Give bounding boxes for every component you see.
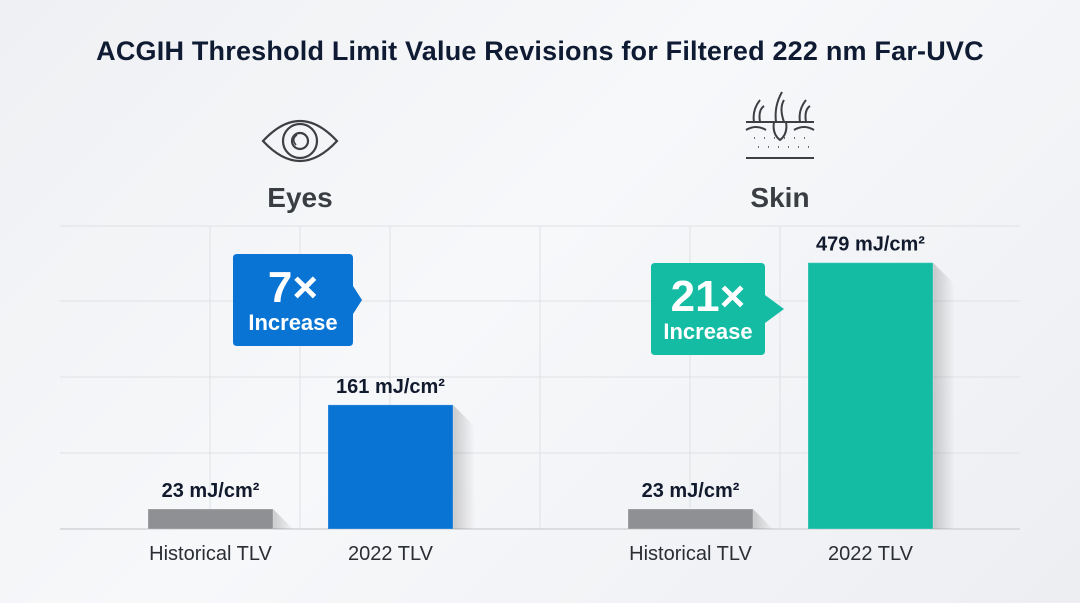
bar-shadow — [933, 262, 955, 529]
bar-shadow — [753, 509, 775, 531]
category-label: 2022 TLV — [828, 543, 914, 565]
increase-badge — [233, 254, 362, 346]
bar-skin-historical — [627, 508, 754, 530]
badge-multiplier: 21× — [671, 272, 746, 321]
bar-shadow — [453, 404, 475, 529]
bar-shadow — [273, 509, 295, 531]
increase-badge — [651, 263, 784, 355]
data-label: 23 mJ/cm² — [162, 480, 260, 502]
data-label: 23 mJ/cm² — [642, 480, 740, 502]
eyes-panel-title: Eyes — [267, 182, 333, 213]
skin-panel-title: Skin — [750, 182, 810, 213]
bar-skin-2022 — [807, 262, 934, 530]
category-label: 2022 TLV — [348, 543, 434, 565]
skin-hair-follicle-icon — [745, 91, 815, 159]
bar-eyes-2022 — [327, 404, 454, 530]
badge-text: Increase — [248, 310, 337, 335]
chart-title: ACGIH Threshold Limit Value Revisions fo… — [96, 36, 984, 66]
data-label: 161 mJ/cm² — [336, 376, 445, 398]
data-label: 479 mJ/cm² — [816, 234, 925, 256]
bar-eyes-historical — [147, 508, 274, 530]
badge-multiplier: 7× — [268, 263, 318, 312]
eye-icon — [261, 119, 339, 163]
badge-text: Increase — [663, 319, 752, 344]
category-label: Historical TLV — [149, 543, 272, 565]
category-label: Historical TLV — [629, 543, 752, 565]
